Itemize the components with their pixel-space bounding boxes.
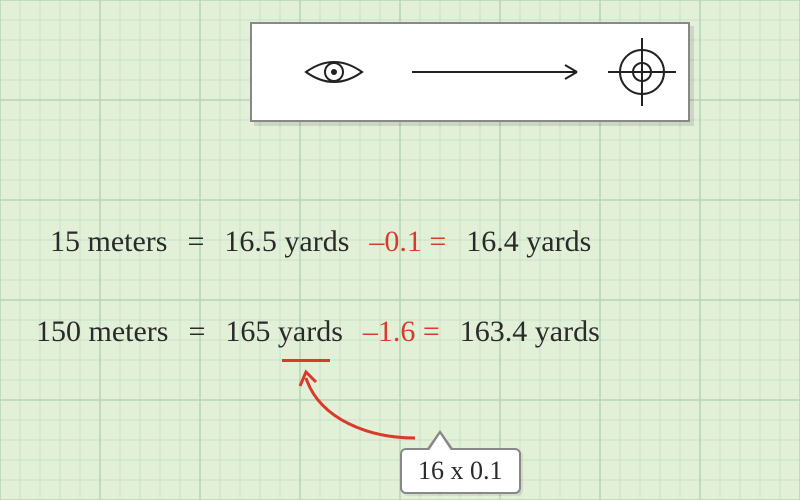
bubble-text: 16 x 0.1 <box>418 456 503 485</box>
calculation-bubble: 16 x 0.1 <box>400 448 521 494</box>
callout-arrow <box>0 0 800 500</box>
bubble-tail <box>428 434 452 452</box>
